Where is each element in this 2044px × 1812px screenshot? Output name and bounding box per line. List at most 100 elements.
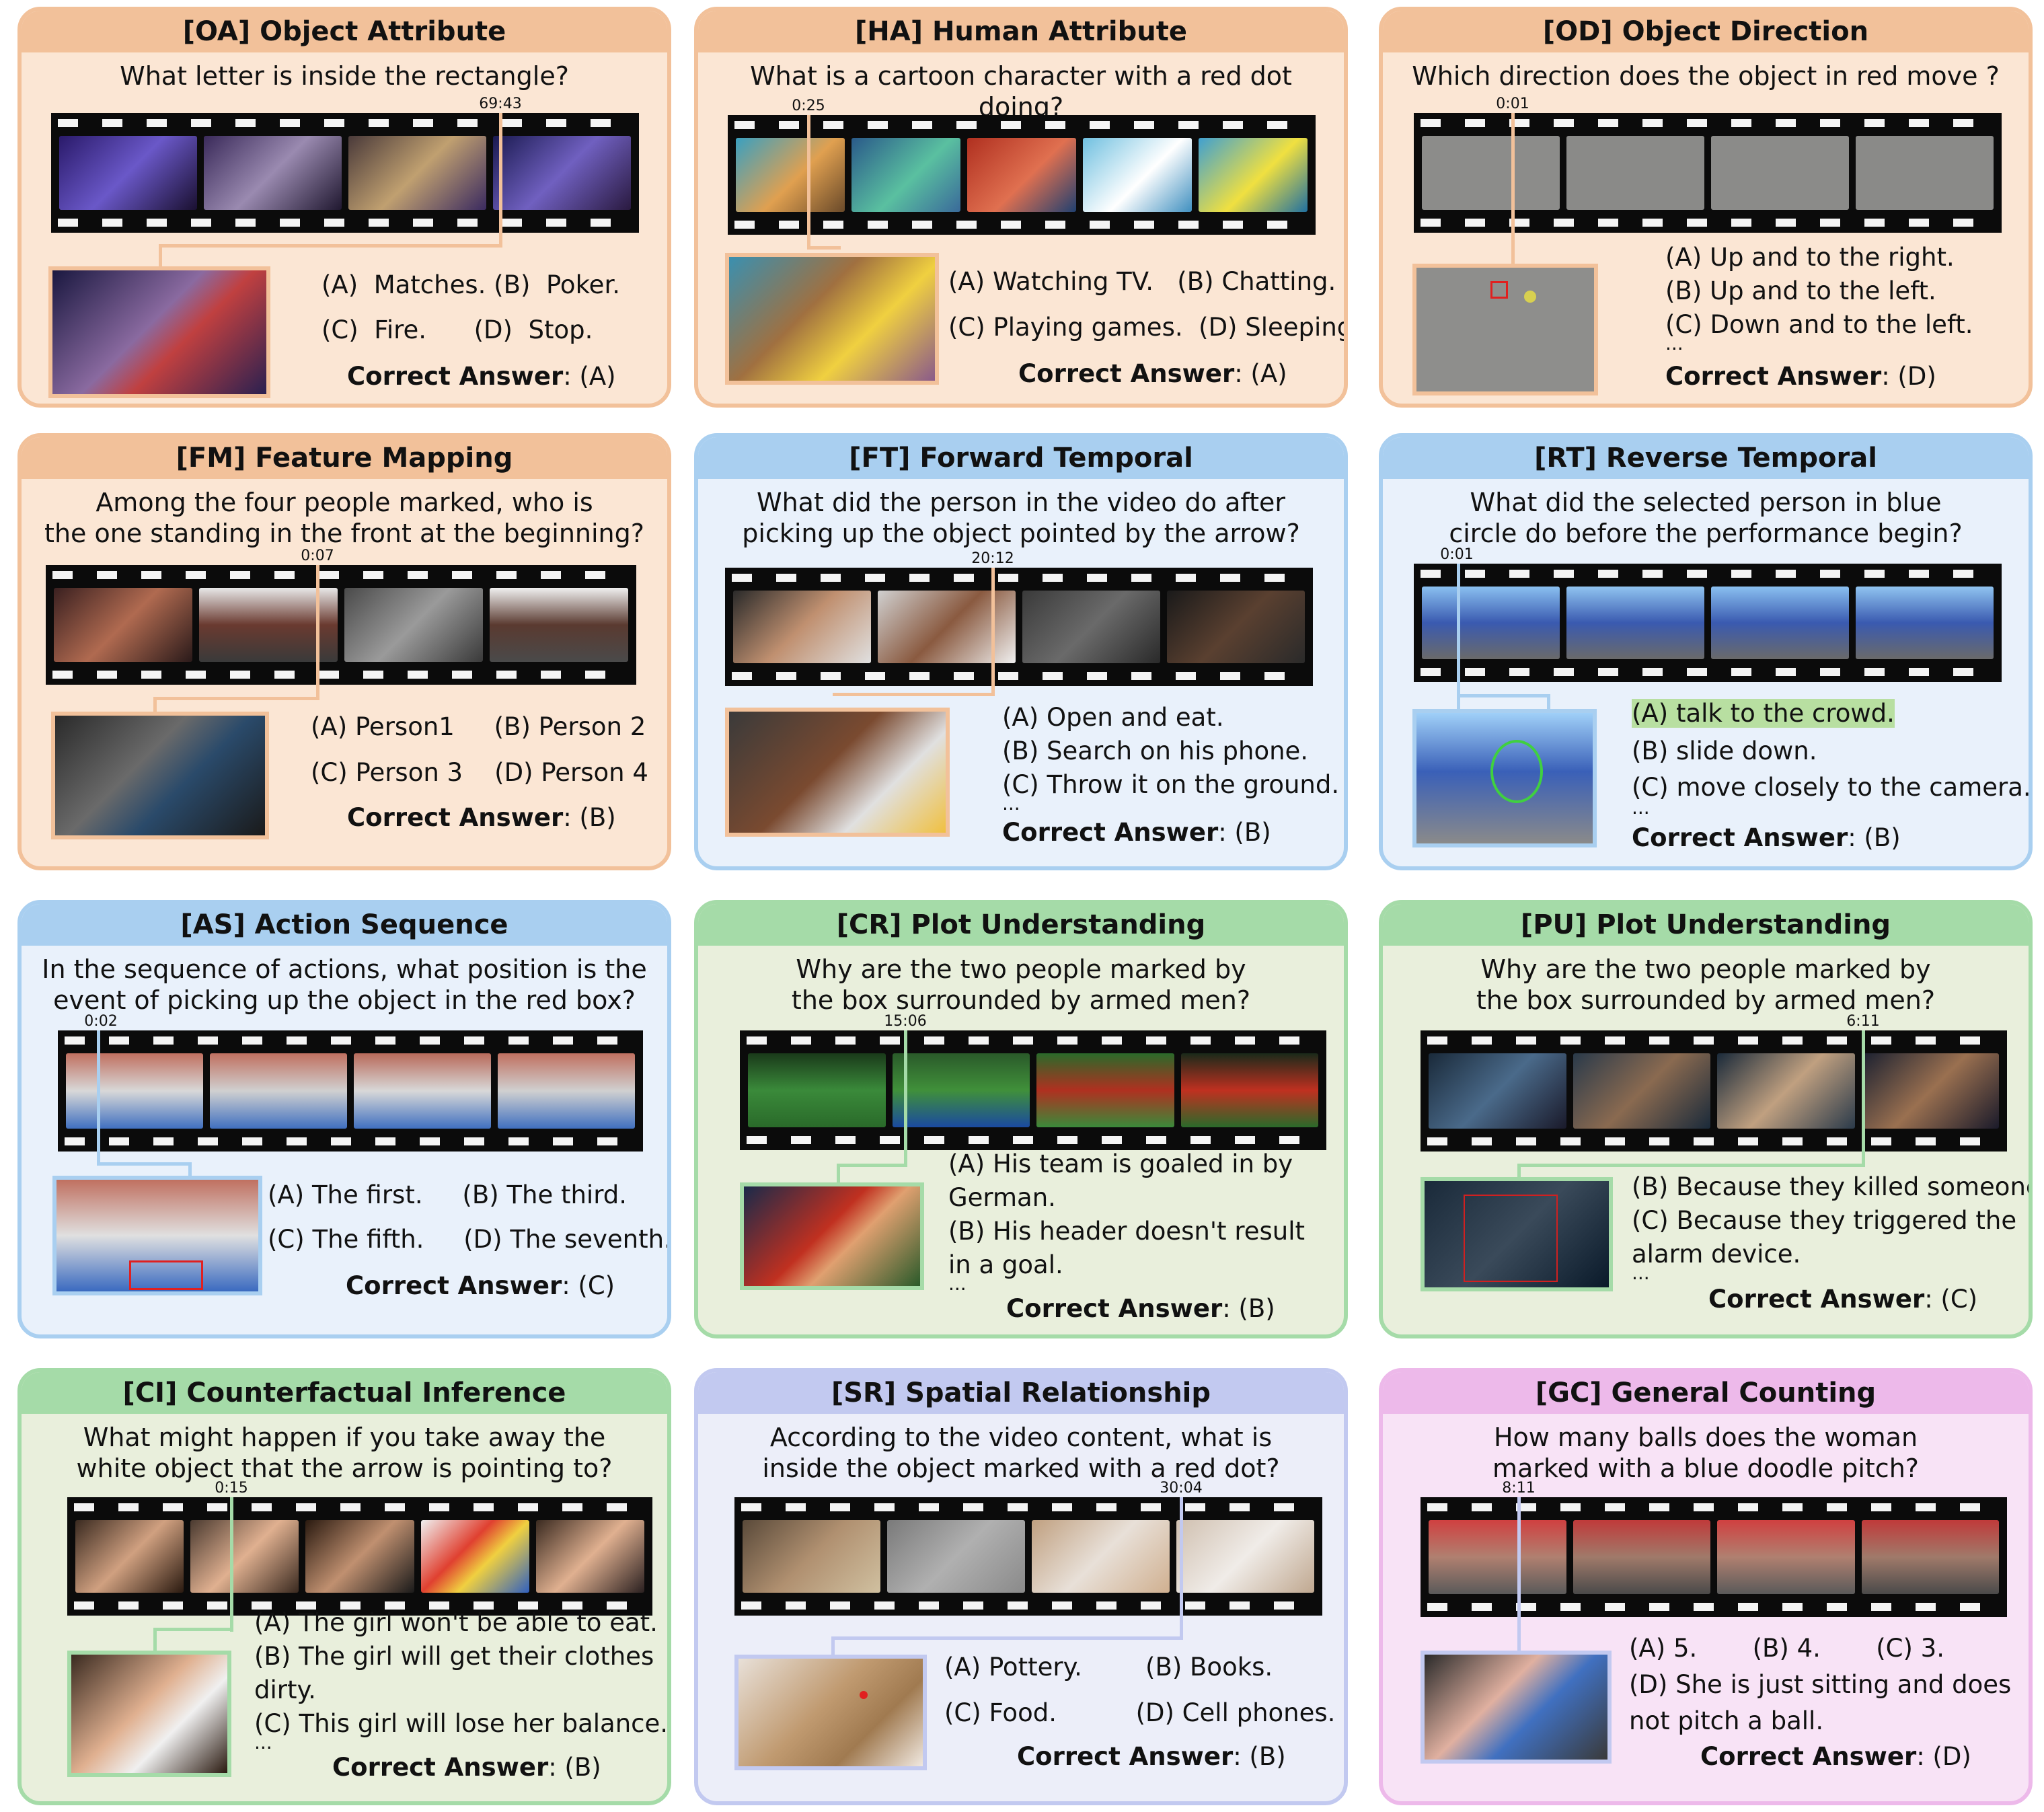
correct-answer-value: : (A) <box>563 362 616 391</box>
video-frame <box>967 138 1076 212</box>
film-strip <box>51 113 639 233</box>
connector-line <box>833 693 995 696</box>
correct-answer-label: Correct Answer <box>1017 1742 1234 1771</box>
key-frame-thumbnail <box>52 1176 262 1295</box>
connector-line <box>153 1628 157 1655</box>
connector-line <box>153 697 319 700</box>
answer-option: (B) The girl will get their clothes <box>254 1642 654 1671</box>
question: How many balls does the woman marked wit… <box>1492 1423 1919 1483</box>
red-box-marker <box>1464 1195 1558 1282</box>
video-frame <box>1022 591 1160 663</box>
video-frame <box>66 1053 203 1129</box>
answer-option: (A) Open and eat. <box>1002 703 1224 732</box>
correct-answer-label: Correct Answer <box>346 1271 562 1300</box>
question: What is a cartoon character with a red d… <box>750 61 1292 122</box>
red-box-marker <box>129 1260 203 1290</box>
answer-option: in a goal. <box>948 1250 1063 1279</box>
correct-answer-label: Correct Answer <box>1700 1742 1917 1771</box>
red-box-marker <box>1490 281 1508 299</box>
answer-ellipsis: ... <box>1632 1262 1650 1284</box>
correct-answer-label: Correct Answer <box>1665 362 1882 391</box>
panel-ci: [CI] Counterfactual Inference What might… <box>17 1368 671 1805</box>
video-frame <box>892 1053 1030 1127</box>
key-frame-thumbnail <box>740 1182 924 1290</box>
correct-answer: Correct Answer: (B) <box>1002 818 1271 847</box>
panel-fm: [FM] Feature Mapping Among the four peop… <box>17 433 671 870</box>
timeline-marker <box>316 565 319 700</box>
answer-option: not pitch a ball. <box>1629 1706 1824 1735</box>
video-frame <box>733 591 871 663</box>
key-frame-thumbnail <box>725 708 950 837</box>
video-frame <box>736 138 845 212</box>
panel-title: [FT] Forward Temporal <box>698 437 1344 479</box>
timestamp: 0:15 <box>215 1480 248 1497</box>
video-frame <box>1566 136 1704 210</box>
answer-option: (C) This girl will lose her balance. <box>254 1709 669 1738</box>
timeline-marker <box>991 568 995 695</box>
timestamp: 0:07 <box>301 548 334 564</box>
connector-line <box>1457 694 1550 697</box>
correct-answer: Correct Answer: (C) <box>1708 1285 1977 1314</box>
film-strip <box>1414 113 2002 233</box>
answer-option: (B) Because they killed someone. <box>1632 1172 2033 1201</box>
answer-option: (C) Down and to the left. <box>1665 310 1973 339</box>
timeline-marker <box>1517 1497 1521 1659</box>
correct-answer-value: : (B) <box>563 803 616 832</box>
answer-option: (A) talk to the crowd. <box>1632 697 1895 730</box>
correct-answer-label: Correct Answer <box>347 803 564 832</box>
video-frame <box>743 1520 880 1593</box>
timeline-marker <box>1457 564 1460 709</box>
correct-answer-label: Correct Answer <box>332 1753 549 1782</box>
video-frame <box>1856 136 1994 210</box>
panel-sr: [SR] Spatial Relationship According to t… <box>694 1368 1348 1805</box>
answer-option: (B) His header doesn't result <box>948 1217 1305 1246</box>
video-frame <box>1167 591 1305 663</box>
answer-option: (C) Throw it on the ground. <box>1002 770 1340 799</box>
key-frame-thumbnail <box>1412 264 1598 395</box>
answer-ellipsis: ... <box>948 1273 967 1295</box>
timestamp: 0:02 <box>84 1013 118 1030</box>
correct-answer-label: Correct Answer <box>1002 818 1219 847</box>
panel-title: [SR] Spatial Relationship <box>698 1372 1344 1414</box>
correct-answer-value: : (B) <box>1218 818 1271 847</box>
ball-marker <box>1524 291 1536 303</box>
panel-title: [RT] Reverse Temporal <box>1383 437 2029 479</box>
answer-option: (C) Playing games. (D) Sleeping. <box>948 313 1348 342</box>
correct-answer: Correct Answer: (C) <box>346 1271 615 1300</box>
panel-title: [AS] Action Sequence <box>22 904 667 946</box>
video-frame <box>490 588 628 662</box>
key-frame-thumbnail <box>51 712 269 839</box>
connector-line <box>159 244 502 248</box>
correct-answer-label: Correct Answer <box>1632 823 1848 852</box>
timestamp: 6:11 <box>1846 1013 1880 1030</box>
panel-rt: [RT] Reverse Temporal What did the selec… <box>1379 433 2033 870</box>
answer-option: (A) Pottery. (B) Books. <box>944 1653 1273 1682</box>
correct-answer: Correct Answer: (B) <box>1632 823 1901 852</box>
connector-line <box>807 246 841 250</box>
timeline-marker <box>807 115 810 250</box>
connector-line <box>97 1162 191 1166</box>
correct-answer: Correct Answer: (A) <box>347 362 616 391</box>
correct-answer-value: : (B) <box>1233 1742 1286 1771</box>
answer-option: (C) Because they triggered the <box>1632 1206 2017 1235</box>
video-frame <box>1861 1520 1999 1594</box>
film-strip <box>58 1030 643 1152</box>
panel-ha: [HA] Human Attribute What is a cartoon c… <box>694 7 1348 408</box>
video-frame <box>1861 1053 1999 1129</box>
video-frame <box>535 1520 645 1593</box>
video-frame <box>1573 1053 1710 1129</box>
correct-answer: Correct Answer: (B) <box>332 1753 601 1782</box>
panel-title: [HA] Human Attribute <box>698 11 1344 52</box>
question: What did the person in the video do afte… <box>742 488 1300 548</box>
key-frame-thumbnail <box>1421 1651 1612 1764</box>
panel-cr: [CR] Plot Understanding Why are the two … <box>694 900 1348 1338</box>
video-frame <box>75 1520 184 1593</box>
answer-option: (A) His team is goaled in by <box>948 1149 1293 1178</box>
timeline-marker <box>230 1497 233 1632</box>
connector-line <box>153 697 157 717</box>
question: Why are the two people marked by the box… <box>791 954 1251 1015</box>
timestamp: 69:43 <box>479 96 522 112</box>
video-frame <box>498 1053 635 1129</box>
answer-option: (C) Food. (D) Cell phones. <box>944 1698 1336 1727</box>
film-strip <box>1421 1030 2007 1152</box>
